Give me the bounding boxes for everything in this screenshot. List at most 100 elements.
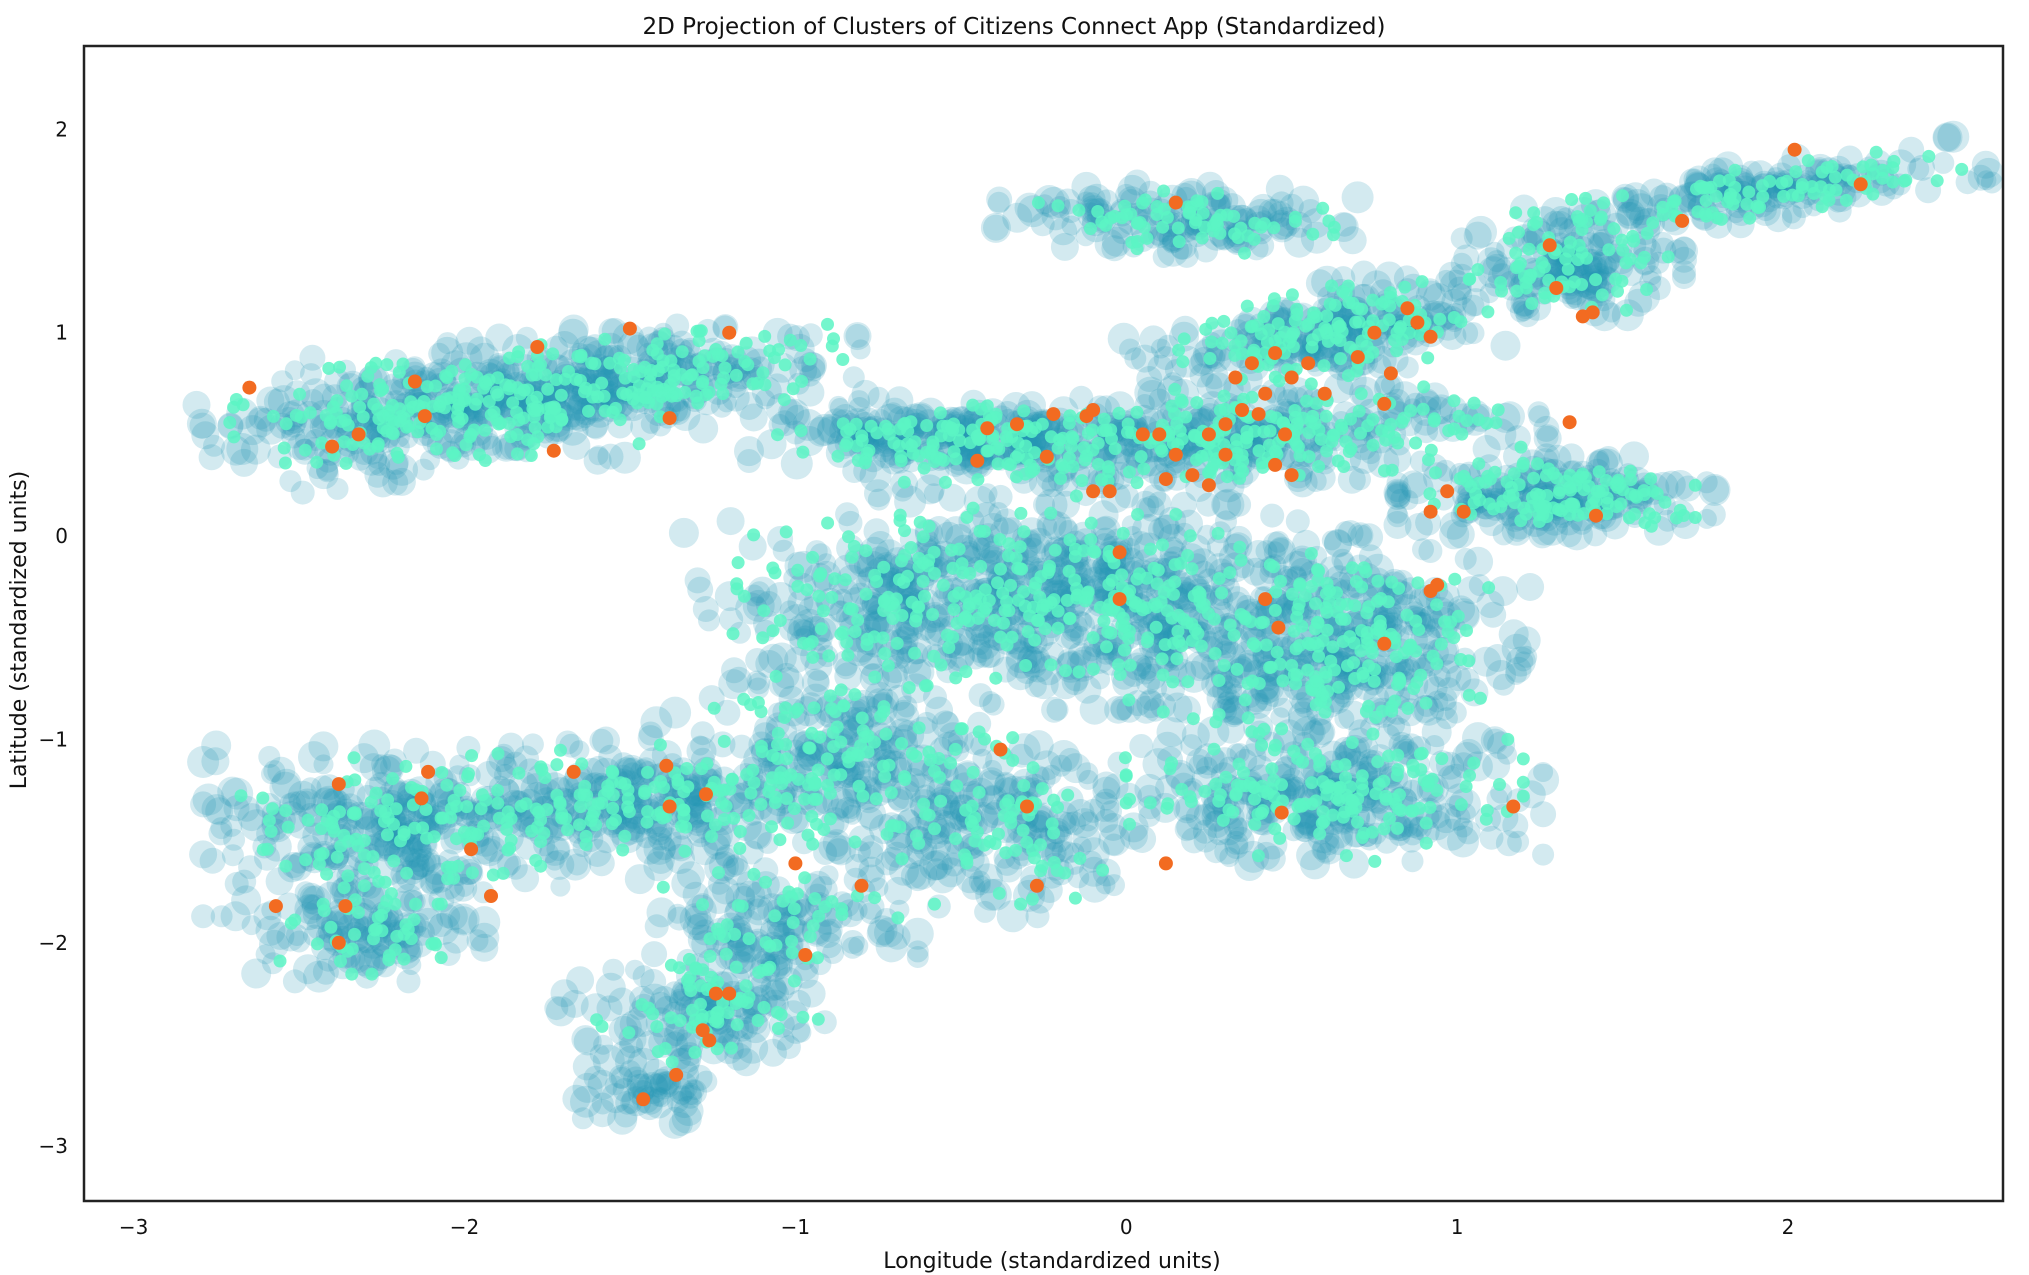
- core-point: [367, 397, 381, 411]
- core-point: [429, 379, 442, 393]
- halo-point: [1287, 185, 1320, 218]
- halo-point: [1101, 226, 1132, 257]
- halo-point: [1527, 763, 1560, 796]
- halo-point: [313, 754, 334, 775]
- core-point: [223, 416, 237, 429]
- halo-point: [764, 373, 791, 400]
- core-point: [333, 360, 346, 374]
- halo-point: [1671, 246, 1697, 273]
- halo-point: [672, 1085, 693, 1106]
- halo-point: [300, 363, 322, 386]
- halo-point: [1462, 322, 1485, 345]
- halo-point: [1446, 520, 1475, 549]
- halo-point: [267, 385, 300, 418]
- halo-point: [203, 434, 225, 457]
- halo-point: [1156, 717, 1187, 748]
- halo-point: [299, 378, 332, 411]
- core-point: [373, 378, 387, 392]
- core-point: [278, 456, 292, 470]
- halo-point: [670, 401, 701, 431]
- halo-point: [1456, 820, 1481, 845]
- halo-point: [1516, 573, 1545, 601]
- halo-point: [688, 413, 719, 444]
- core-point: [510, 428, 524, 442]
- halo-point: [469, 342, 500, 373]
- halo-point: [382, 469, 409, 496]
- halo-point: [295, 428, 317, 451]
- halo-point: [1147, 678, 1168, 699]
- halo-point: [1937, 120, 1970, 153]
- halo-point: [326, 477, 349, 500]
- halo-point: [220, 435, 251, 466]
- halo-point: [284, 360, 305, 381]
- chart-title: 2D Projection of Clusters of Citizens Co…: [643, 14, 1386, 40]
- halo-point: [1002, 202, 1033, 233]
- halo-point: [1107, 322, 1140, 355]
- halo-point: [1265, 174, 1294, 203]
- halo-point: [630, 412, 659, 441]
- halo-point: [734, 436, 764, 467]
- halo-point: [572, 1072, 603, 1103]
- halo-point: [199, 847, 226, 874]
- halo-point: [858, 856, 885, 883]
- halo-point: [1100, 800, 1122, 823]
- core-point: [446, 446, 460, 460]
- halo-point: [987, 191, 1010, 214]
- halo-point: [644, 914, 669, 939]
- halo-point: [612, 1078, 637, 1102]
- halo-point: [485, 323, 514, 352]
- halo-point: [1249, 193, 1278, 222]
- halo-point: [892, 699, 915, 722]
- halo-point: [848, 397, 871, 419]
- halo-point: [367, 467, 398, 498]
- halo-point: [863, 518, 890, 545]
- halo-point: [1465, 215, 1497, 248]
- halo-point: [1078, 769, 1099, 790]
- halo-point: [412, 458, 435, 481]
- halo-point: [550, 876, 571, 897]
- core-point: [339, 456, 353, 470]
- halo-point: [290, 480, 315, 505]
- halo-point: [1030, 212, 1055, 237]
- halo-point: [1781, 203, 1802, 224]
- core-point: [364, 361, 378, 375]
- halo-point: [387, 467, 416, 496]
- core-point: [340, 379, 354, 393]
- halo-point: [859, 835, 884, 859]
- halo-point: [1196, 373, 1223, 400]
- halo-point: [721, 383, 750, 412]
- halo-point: [1061, 215, 1082, 236]
- core-point: [393, 414, 407, 428]
- halo-point: [848, 935, 869, 956]
- halo-point: [1495, 830, 1522, 857]
- core-point: [266, 409, 280, 423]
- core-point: [236, 398, 250, 412]
- halo-point: [256, 386, 285, 415]
- halo-point: [1528, 405, 1551, 428]
- halo-point: [735, 392, 763, 420]
- core-point: [632, 437, 646, 451]
- halo-point: [1462, 294, 1485, 317]
- core-point: [277, 441, 291, 455]
- halo-point: [988, 502, 1009, 522]
- halo-series: [182, 120, 2004, 1139]
- halo-point: [466, 336, 495, 365]
- core-point: [492, 417, 506, 431]
- halo-point: [1174, 243, 1199, 268]
- halo-point: [859, 806, 884, 831]
- halo-point: [1049, 217, 1078, 246]
- halo-point: [263, 388, 290, 415]
- core-point: [371, 437, 385, 451]
- halo-point: [732, 1048, 761, 1077]
- core-point: [510, 447, 524, 461]
- core-point: [310, 455, 324, 469]
- halo-point: [1530, 801, 1557, 828]
- halo-point: [1153, 346, 1178, 371]
- halo-point: [191, 421, 220, 450]
- halo-point: [482, 435, 502, 456]
- halo-point: [983, 214, 1009, 241]
- halo-point: [845, 323, 870, 348]
- halo-point: [1453, 244, 1480, 271]
- halo-point: [1095, 189, 1118, 212]
- halo-point: [1152, 246, 1175, 268]
